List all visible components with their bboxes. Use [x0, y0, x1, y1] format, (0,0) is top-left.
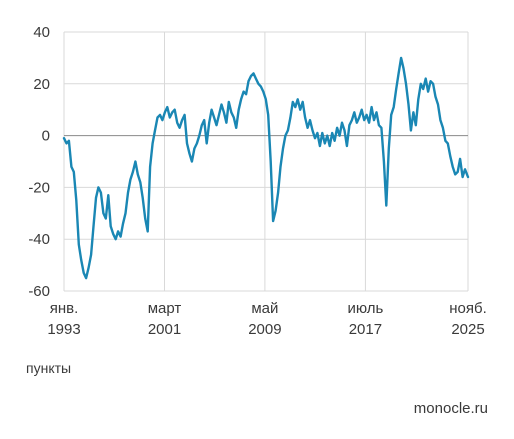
grid-lines: [63, 31, 469, 292]
series-line: [62, 56, 470, 280]
y-tick-label: -20: [28, 179, 50, 196]
y-tick-label: 0: [42, 128, 50, 145]
x-tick-label-month: янв.: [50, 300, 79, 317]
y-tick-label: 40: [33, 24, 50, 41]
y-tick-label: 20: [33, 76, 50, 93]
x-tick-label-month: июль: [347, 300, 383, 317]
y-axis-ticks: 40 20 0 -20 -40 -60: [28, 24, 50, 300]
unit-label: пункты: [26, 360, 72, 376]
x-tick-label-month: нояб.: [449, 300, 487, 317]
y-tick-label: -40: [28, 231, 50, 248]
x-tick-label-year: 2009: [248, 321, 281, 338]
x-axis-ticks: янв. 1993 март 2001 май 2009 июль 2017 нояб. 2025: [47, 300, 486, 338]
y-tick-label: -60: [28, 283, 50, 300]
source-label: monocle.ru: [413, 400, 488, 417]
x-tick-label-month: май: [251, 300, 278, 317]
x-tick-label-year: 2025: [451, 321, 484, 338]
x-tick-label-month: март: [148, 300, 182, 317]
x-tick-label-year: 2001: [148, 321, 181, 338]
x-tick-label-year: 2017: [349, 321, 382, 338]
x-tick-label-year: 1993: [47, 321, 80, 338]
